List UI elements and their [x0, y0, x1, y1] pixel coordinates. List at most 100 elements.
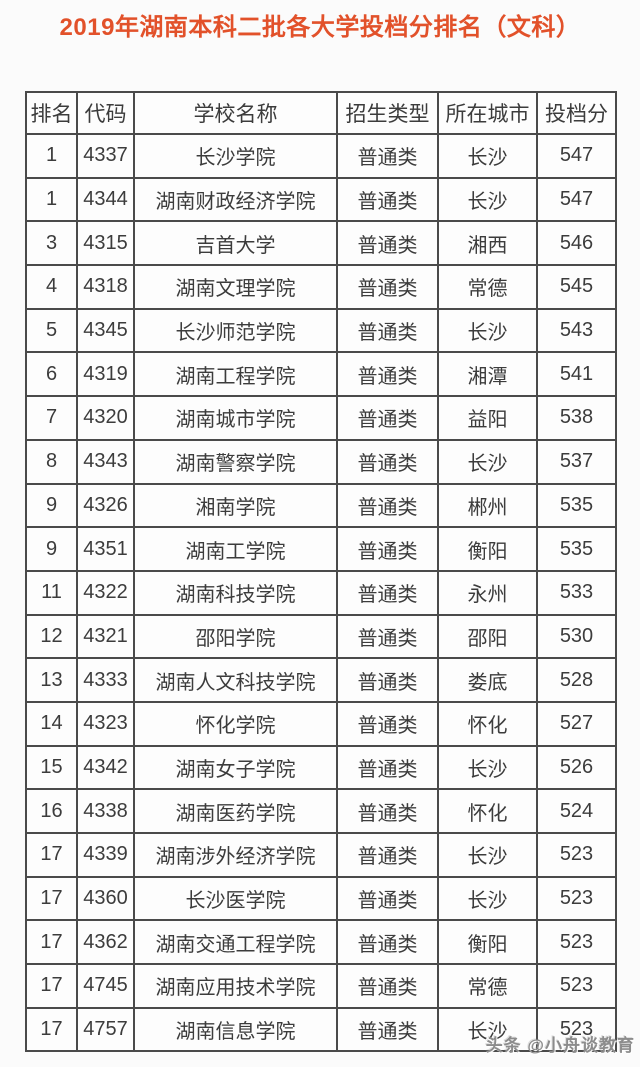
- cell-type: 普通类: [336, 613, 439, 660]
- cell-type: 普通类: [336, 482, 439, 529]
- cell-rank: 5: [25, 307, 78, 354]
- table-row: 3 4315 吉首大学 普通类 湘西 546: [25, 220, 617, 267]
- cell-city: 长沙: [437, 133, 538, 179]
- cell-score: 526: [536, 744, 617, 791]
- cell-rank: 11: [25, 569, 78, 616]
- table-row: 12 4321 邵阳学院 普通类 邵阳 530: [25, 613, 617, 660]
- cell-school: 湘南学院: [133, 482, 338, 529]
- cell-school: 湖南工程学院: [133, 351, 338, 398]
- cell-rank: 13: [25, 657, 78, 703]
- cell-code: 4351: [76, 526, 135, 572]
- cell-code: 4337: [76, 133, 135, 179]
- table-row: 4 4318 湖南文理学院 普通类 常德 545: [25, 264, 617, 310]
- cell-school: 湖南涉外经济学院: [133, 832, 338, 878]
- cell-code: 4326: [76, 482, 135, 529]
- column-header-type: 招生类型: [336, 91, 439, 135]
- cell-rank: 4: [25, 264, 78, 310]
- table-row: 13 4333 湖南人文科技学院 普通类 娄底 528: [25, 657, 617, 703]
- cell-score: 535: [536, 482, 617, 529]
- cell-rank: 6: [25, 351, 78, 398]
- cell-type: 普通类: [336, 133, 439, 179]
- cell-type: 普通类: [336, 657, 439, 703]
- cell-type: 普通类: [336, 744, 439, 791]
- cell-code: 4323: [76, 700, 135, 747]
- cell-rank: 8: [25, 438, 78, 485]
- cell-code: 4362: [76, 919, 135, 966]
- cell-code: 4339: [76, 832, 135, 878]
- cell-rank: 16: [25, 788, 78, 834]
- cell-type: 普通类: [336, 438, 439, 485]
- cell-score: 523: [536, 875, 617, 922]
- cell-code: 4342: [76, 744, 135, 791]
- cell-type: 普通类: [336, 307, 439, 354]
- table-row: 15 4342 湖南女子学院 普通类 长沙 526: [25, 744, 617, 791]
- table-body: 1 4337 长沙学院 普通类 长沙 547 1 4344 湖南财政经济学院 普通类 长沙 547 3 4…: [25, 133, 617, 1053]
- cell-school: 邵阳学院: [133, 613, 338, 660]
- cell-rank: 17: [25, 832, 78, 878]
- table-row: 8 4343 湖南警察学院 普通类 长沙 537: [25, 438, 617, 485]
- table-row: 17 4339 湖南涉外经济学院 普通类 长沙 523: [25, 832, 617, 878]
- cell-city: 怀化: [437, 788, 538, 834]
- table-row: 16 4338 湖南医药学院 普通类 怀化 524: [25, 788, 617, 834]
- cell-score: 547: [536, 133, 617, 179]
- cell-city: 湘潭: [437, 351, 538, 398]
- cell-school: 吉首大学: [133, 220, 338, 267]
- cell-city: 湘西: [437, 220, 538, 267]
- cell-city: 长沙: [437, 438, 538, 485]
- cell-rank: 14: [25, 700, 78, 747]
- table-row: 17 4360 长沙医学院 普通类 长沙 523: [25, 875, 617, 922]
- cell-code: 4322: [76, 569, 135, 616]
- table-row: 5 4345 长沙师范学院 普通类 长沙 543: [25, 307, 617, 354]
- table-row: 14 4323 怀化学院 普通类 怀化 527: [25, 700, 617, 747]
- cell-score: 541: [536, 351, 617, 398]
- cell-rank: 17: [25, 963, 78, 1009]
- cell-school: 长沙学院: [133, 133, 338, 179]
- cell-score: 523: [536, 832, 617, 878]
- table-row: 7 4320 湖南城市学院 普通类 益阳 538: [25, 395, 617, 441]
- cell-rank: 1: [25, 133, 78, 179]
- column-header-rank: 排名: [25, 91, 78, 135]
- cell-city: 常德: [437, 264, 538, 310]
- cell-score: 523: [536, 1006, 617, 1053]
- table-row: 17 4745 湖南应用技术学院 普通类 常德 523: [25, 963, 617, 1009]
- cell-city: 衡阳: [437, 526, 538, 572]
- cell-city: 郴州: [437, 482, 538, 529]
- cell-code: 4344: [76, 176, 135, 223]
- watermark: 头条 @小舟谈教育: [485, 1036, 635, 1055]
- cell-school: 湖南工学院: [133, 526, 338, 572]
- cell-score: 545: [536, 264, 617, 310]
- cell-rank: 3: [25, 220, 78, 267]
- cell-school: 湖南文理学院: [133, 264, 338, 310]
- cell-rank: 7: [25, 395, 78, 441]
- cell-city: 娄底: [437, 657, 538, 703]
- table-row: 17 4362 湖南交通工程学院 普通类 衡阳 523: [25, 919, 617, 966]
- cell-school: 长沙医学院: [133, 875, 338, 922]
- cell-rank: 17: [25, 1006, 78, 1053]
- cell-type: 普通类: [336, 700, 439, 747]
- cell-score: 533: [536, 569, 617, 616]
- cell-rank: 17: [25, 875, 78, 922]
- table-row: 1 4344 湖南财政经济学院 普通类 长沙 547: [25, 176, 617, 223]
- cell-score: 543: [536, 307, 617, 354]
- table-row: 17 4757 湖南信息学院 普通类 长沙 523: [25, 1006, 617, 1053]
- cell-school: 湖南科技学院: [133, 569, 338, 616]
- cell-city: 常德: [437, 963, 538, 1009]
- cell-score: 546: [536, 220, 617, 267]
- column-header-code: 代码: [76, 91, 135, 135]
- cell-city: 益阳: [437, 395, 538, 441]
- cell-score: 535: [536, 526, 617, 572]
- cell-code: 4338: [76, 788, 135, 834]
- cell-school: 怀化学院: [133, 700, 338, 747]
- cell-school: 湖南城市学院: [133, 395, 338, 441]
- table-row: 9 4326 湘南学院 普通类 郴州 535: [25, 482, 617, 529]
- cell-rank: 15: [25, 744, 78, 791]
- cell-city: 邵阳: [437, 613, 538, 660]
- cell-city: 永州: [437, 569, 538, 616]
- cell-city: 长沙: [437, 744, 538, 791]
- cell-school: 湖南应用技术学院: [133, 963, 338, 1009]
- cell-type: 普通类: [336, 788, 439, 834]
- cell-rank: 1: [25, 176, 78, 223]
- cell-score: 538: [536, 395, 617, 441]
- cell-type: 普通类: [336, 351, 439, 398]
- table-row: 1 4337 长沙学院 普通类 长沙 547: [25, 133, 617, 179]
